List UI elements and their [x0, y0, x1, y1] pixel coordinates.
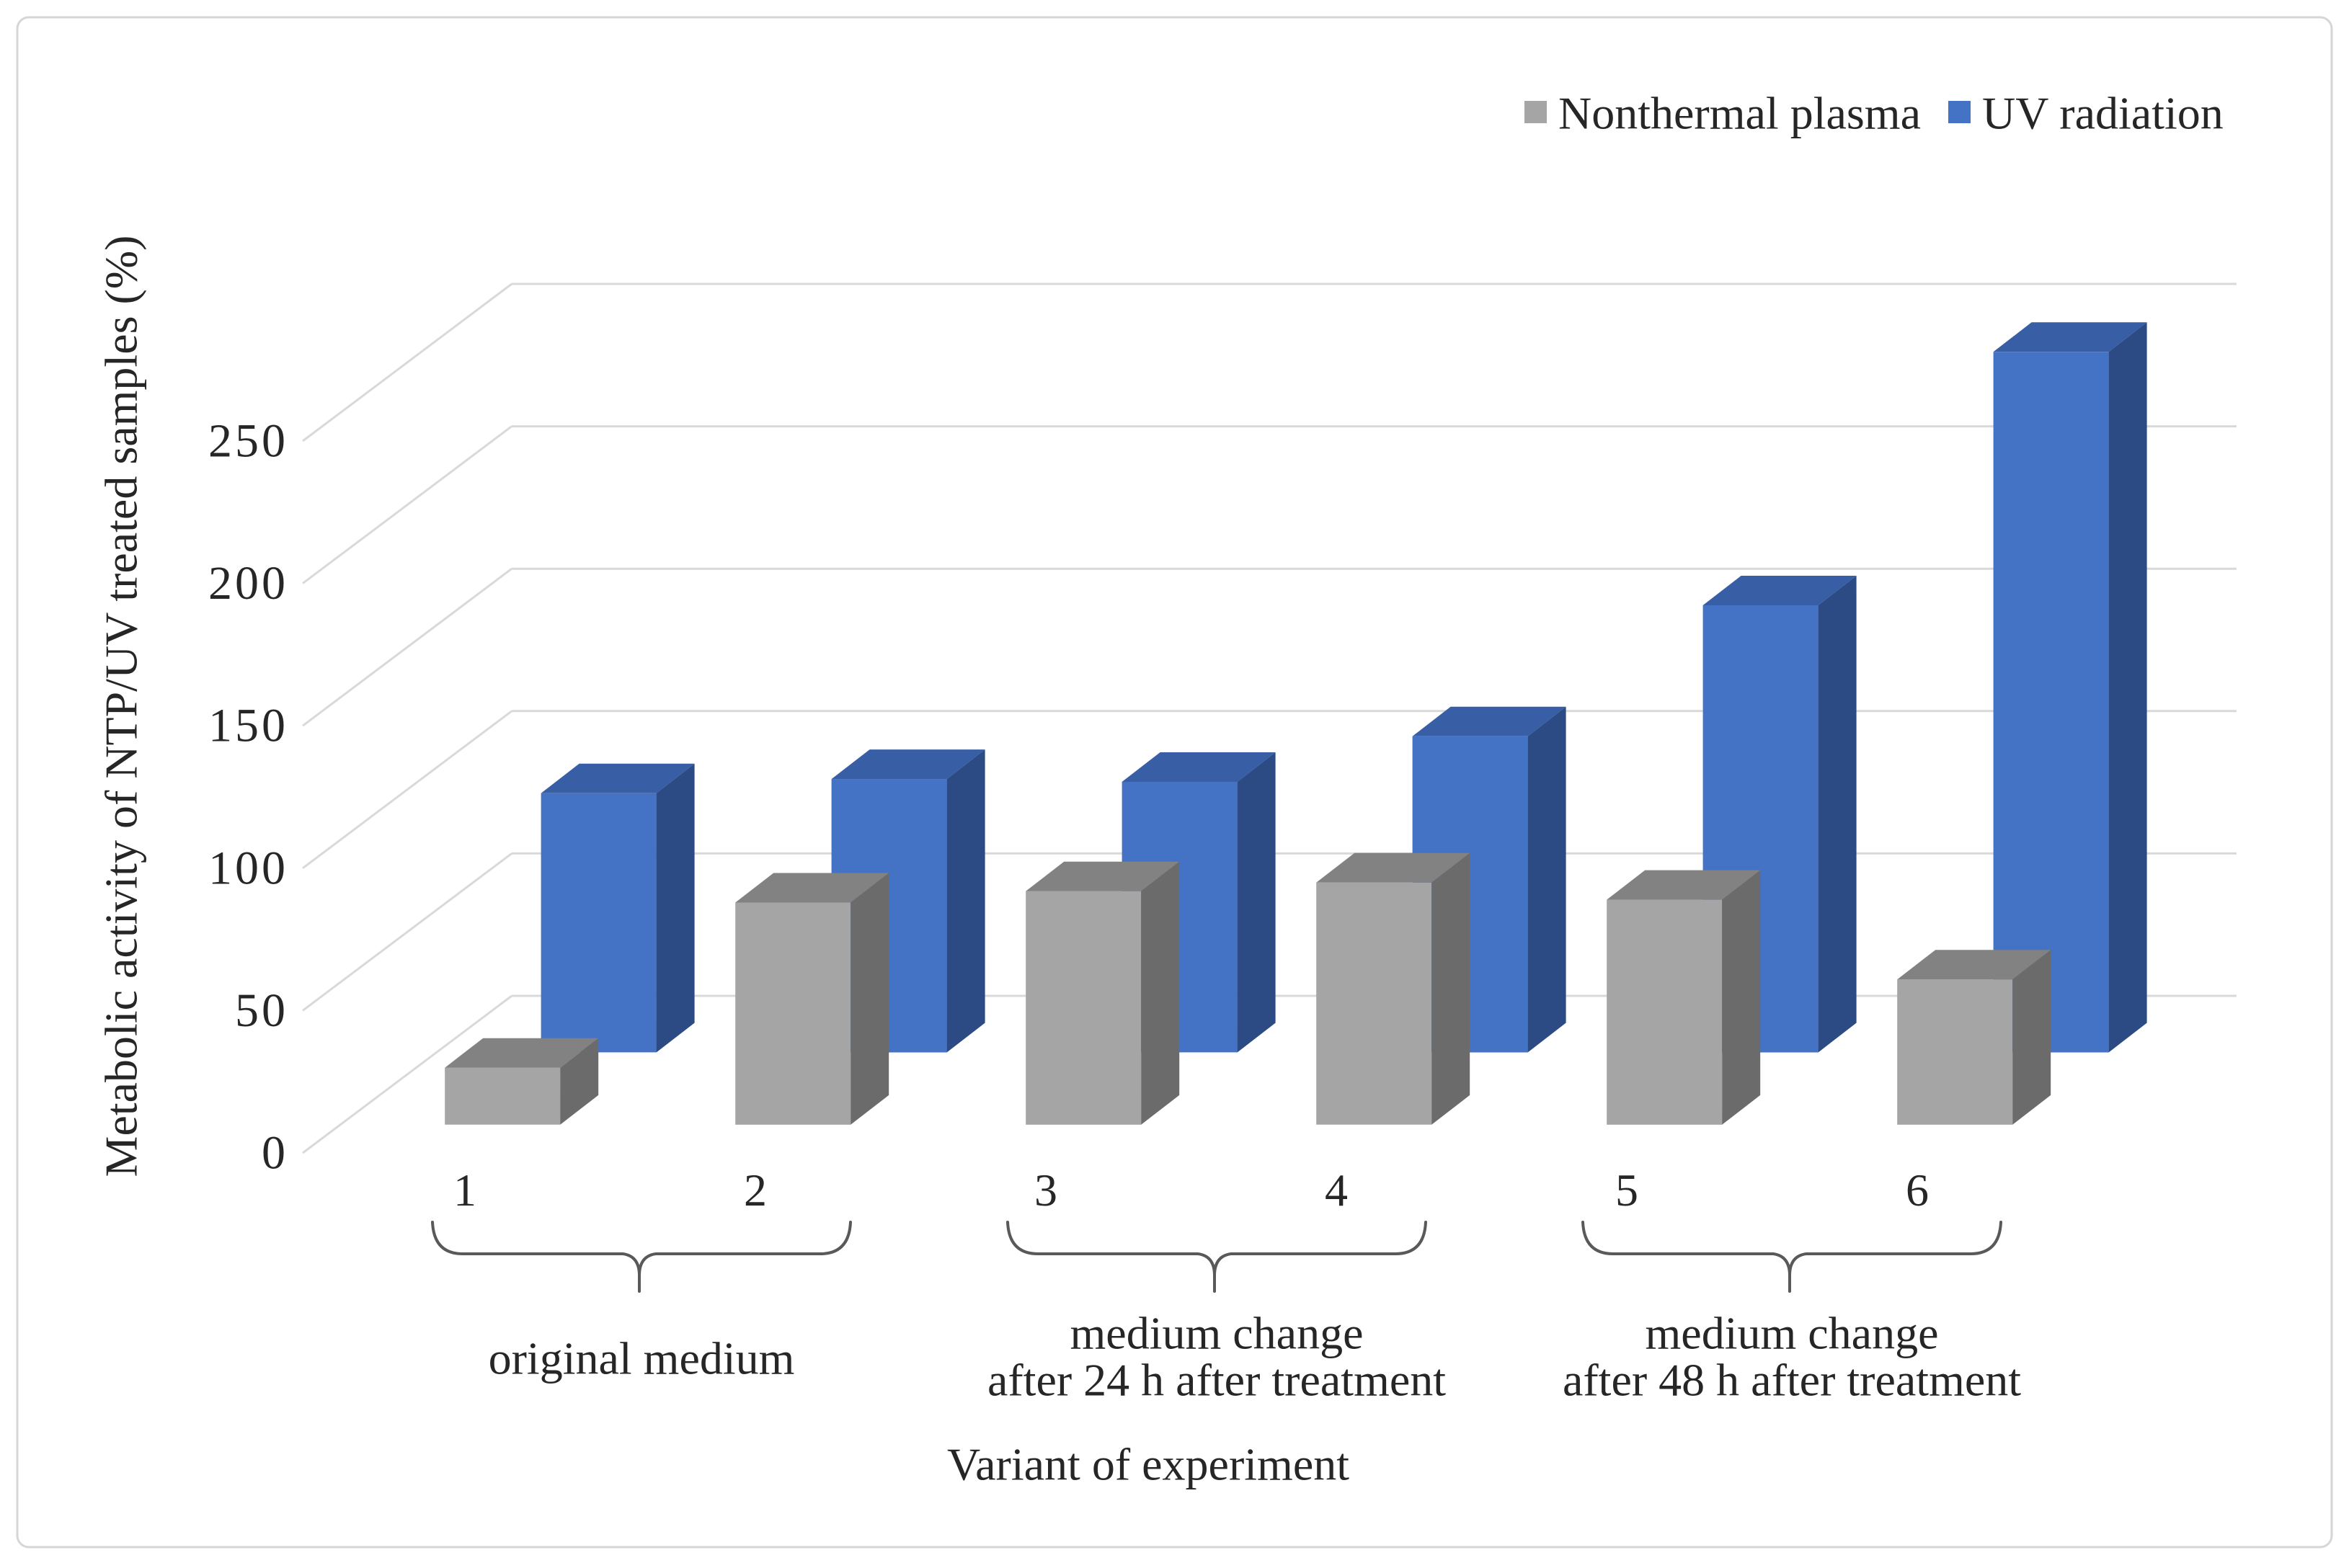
bar-nonthermal-plasma-5-top [1607, 870, 1761, 900]
bar-nonthermal-plasma-1-top [445, 1038, 599, 1068]
legend-item-ntp: Nonthermal plasma [1524, 88, 1921, 139]
legend-swatch-ntp [1524, 101, 1547, 123]
gridline-sidewall-250 [302, 282, 512, 442]
y-axis-tick-label-50: 50 [235, 984, 288, 1037]
bar-nonthermal-plasma-5 [1607, 870, 1761, 1125]
bar-uv-radiation-4-top [1412, 706, 1566, 736]
x-axis-category-label-2: 2 [744, 1164, 767, 1216]
group-label-3-line-1: medium change [1646, 1308, 1939, 1359]
y-axis-tick-label-200: 200 [208, 557, 288, 610]
group-brace-1 [431, 1221, 852, 1293]
bar-nonthermal-plasma-6-top [1897, 950, 2051, 980]
bar-nonthermal-plasma-4 [1316, 852, 1470, 1125]
bar-nonthermal-plasma-5-side [1722, 870, 1761, 1125]
gridline-sidewall-0 [302, 994, 512, 1154]
bar-uv-radiation-1-side [656, 763, 695, 1053]
bar-nonthermal-plasma-2-top [735, 873, 889, 903]
bar-uv-radiation-2-top [831, 749, 985, 780]
y-axis-title: Metabolic activity of NTP/UV treated sam… [96, 236, 147, 1177]
bar-nonthermal-plasma-6-side [2012, 950, 2051, 1125]
bar-uv-radiation-6-top [1993, 322, 2147, 352]
bar-nonthermal-plasma-5-front [1607, 899, 1723, 1125]
bar-uv-radiation-5-top [1702, 576, 1857, 605]
gridline-sidewall-100 [302, 710, 512, 869]
bar-nonthermal-plasma-2-side [851, 873, 889, 1125]
bar-nonthermal-plasma-4-front [1316, 882, 1432, 1125]
group-label-1-line-1: original medium [489, 1333, 795, 1384]
bar-nonthermal-plasma-3-side [1141, 861, 1180, 1125]
legend-swatch-uv [1948, 101, 1971, 123]
bar-nonthermal-plasma-4-side [1431, 852, 1470, 1125]
bar-uv-radiation-1-front [541, 793, 657, 1053]
bar-uv-radiation-5-side [1818, 576, 1857, 1053]
group-label-2-line-1: medium change [1070, 1308, 1364, 1359]
bar-uv-radiation-4-side [1527, 706, 1566, 1053]
group-label-2-line-2: after 24 h after treatment [987, 1355, 1446, 1406]
y-axis-tick-label-0: 0 [262, 1127, 288, 1180]
bar-nonthermal-plasma-2-front [735, 902, 851, 1125]
legend-item-uv: UV radiation [1948, 88, 2224, 139]
bar-nonthermal-plasma-1-side [560, 1038, 599, 1125]
bar-nonthermal-plasma-6 [1897, 950, 2051, 1125]
bar-uv-radiation-6-front [1993, 352, 2109, 1053]
bar-uv-radiation-6-side [2108, 322, 2147, 1053]
bar-uv-radiation-1-top [541, 763, 695, 793]
y-axis-tick-label-250: 250 [208, 415, 288, 468]
x-axis-title: Variant of experiment [947, 1439, 1349, 1490]
bar-uv-radiation-3-side [1237, 752, 1276, 1053]
gridline-sidewall-150 [302, 568, 512, 727]
group-brace-2 [1006, 1221, 1427, 1293]
legend-label-uv: UV radiation [1982, 88, 2224, 139]
y-axis-tick-label-100: 100 [208, 842, 288, 894]
x-axis-category-label-1: 1 [453, 1164, 476, 1216]
x-axis-category-label-3: 3 [1034, 1164, 1057, 1216]
bar-nonthermal-plasma-6-front [1897, 979, 2013, 1125]
bar-uv-radiation-1 [541, 763, 695, 1053]
bar-uv-radiation-2-side [946, 749, 985, 1053]
x-axis-category-label-4: 4 [1325, 1164, 1348, 1216]
bar-nonthermal-plasma-2 [735, 873, 889, 1125]
bar-nonthermal-plasma-4-top [1316, 852, 1470, 883]
group-brace-3 [1581, 1221, 2002, 1293]
x-axis-category-label-5: 5 [1615, 1164, 1638, 1216]
bar-nonthermal-plasma-3-front [1026, 891, 1142, 1125]
group-label-3-line-2: after 48 h after treatment [1563, 1355, 2021, 1406]
bar-uv-radiation-3-top [1122, 752, 1276, 782]
bar-uv-radiation-6 [1993, 322, 2147, 1053]
figure-border [16, 16, 2333, 1549]
bar-nonthermal-plasma-1 [445, 1038, 599, 1125]
x-axis-category-label-6: 6 [1906, 1164, 1929, 1216]
y-axis-tick-label-150: 150 [208, 700, 288, 752]
bar-nonthermal-plasma-3-top [1026, 861, 1180, 891]
gridline-sidewall-50 [302, 852, 512, 1012]
bar-nonthermal-plasma-1-front [445, 1067, 561, 1125]
bar-nonthermal-plasma-3 [1026, 861, 1180, 1125]
gridline-sidewall-200 [302, 425, 512, 584]
legend-label-ntp: Nonthermal plasma [1558, 88, 1921, 139]
